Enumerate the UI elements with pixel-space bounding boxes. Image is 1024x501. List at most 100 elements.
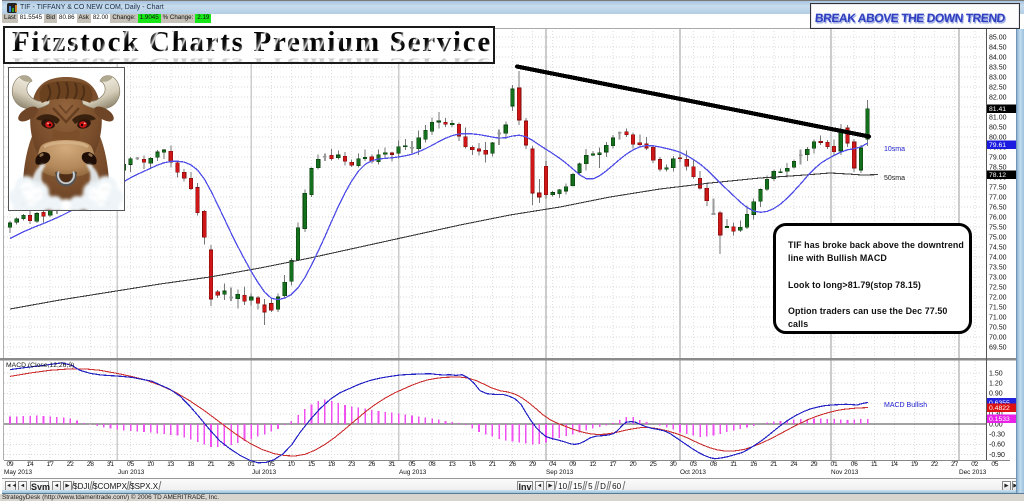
svg-text:04: 04 — [549, 461, 557, 468]
svg-text:31: 31 — [388, 461, 396, 468]
svg-text:0.90: 0.90 — [989, 391, 1003, 398]
svg-text:70.00: 70.00 — [989, 334, 1007, 341]
svg-text:20: 20 — [630, 461, 638, 468]
svg-text:17: 17 — [47, 461, 55, 468]
svg-text:26: 26 — [509, 461, 517, 468]
svg-text:21: 21 — [770, 461, 778, 468]
svg-text:0.1533: 0.1533 — [989, 416, 1010, 423]
svg-text:13: 13 — [167, 461, 175, 468]
svg-text:84.00: 84.00 — [989, 54, 1007, 61]
svg-text:10: 10 — [288, 461, 296, 468]
svg-text:18: 18 — [187, 461, 195, 468]
svg-text:Jun 2013: Jun 2013 — [118, 469, 145, 476]
svg-text:15: 15 — [308, 461, 316, 468]
svg-text:02: 02 — [971, 461, 979, 468]
svg-text:83.00: 83.00 — [989, 74, 1007, 81]
svg-text:0.00: 0.00 — [989, 421, 1003, 428]
svg-text:-0.30: -0.30 — [989, 432, 1005, 439]
svg-text:71.50: 71.50 — [989, 304, 1007, 311]
svg-text:Oct 2013: Oct 2013 — [680, 469, 706, 476]
svg-text:01: 01 — [831, 461, 839, 468]
svg-text:19: 19 — [911, 461, 919, 468]
svg-text:09: 09 — [6, 461, 14, 468]
svg-text:24: 24 — [790, 461, 798, 468]
svg-text:Aug 2013: Aug 2013 — [399, 469, 427, 476]
svg-text:10sma: 10sma — [884, 146, 905, 153]
svg-text:79.61: 79.61 — [989, 142, 1006, 149]
svg-text:80.50: 80.50 — [989, 124, 1007, 131]
svg-text:-0.90: -0.90 — [989, 452, 1005, 459]
svg-text:76.50: 76.50 — [989, 204, 1007, 211]
svg-text:75.00: 75.00 — [989, 234, 1007, 241]
svg-text:79.00: 79.00 — [989, 154, 1007, 161]
svg-text:29: 29 — [529, 461, 537, 468]
svg-text:26: 26 — [228, 461, 236, 468]
svg-text:21: 21 — [207, 461, 215, 468]
svg-text:10: 10 — [147, 461, 155, 468]
svg-text:05: 05 — [991, 461, 999, 468]
svg-text:27: 27 — [951, 461, 959, 468]
svg-text:12: 12 — [589, 461, 597, 468]
svg-text:70.50: 70.50 — [989, 324, 1007, 331]
svg-text:77.00: 77.00 — [989, 194, 1007, 201]
svg-text:76.00: 76.00 — [989, 214, 1007, 221]
svg-text:21: 21 — [489, 461, 497, 468]
svg-text:73.50: 73.50 — [989, 264, 1007, 271]
svg-text:17: 17 — [609, 461, 617, 468]
svg-text:26: 26 — [368, 461, 376, 468]
svg-text:77.50: 77.50 — [989, 184, 1007, 191]
svg-text:71.00: 71.00 — [989, 314, 1007, 321]
svg-text:-0.60: -0.60 — [989, 442, 1005, 449]
svg-text:06: 06 — [851, 461, 859, 468]
svg-text:81.00: 81.00 — [989, 114, 1007, 121]
svg-text:14: 14 — [27, 461, 35, 468]
svg-text:14: 14 — [891, 461, 899, 468]
svg-text:72.00: 72.00 — [989, 294, 1007, 301]
svg-text:74.50: 74.50 — [989, 244, 1007, 251]
svg-text:Nov 2013: Nov 2013 — [831, 469, 859, 476]
svg-text:69.50: 69.50 — [989, 344, 1007, 351]
svg-text:23: 23 — [348, 461, 356, 468]
svg-text:75.50: 75.50 — [989, 224, 1007, 231]
svg-text:MACD Bullish: MACD Bullish — [884, 402, 927, 409]
svg-text:0.4822: 0.4822 — [989, 405, 1010, 412]
svg-text:72.50: 72.50 — [989, 284, 1007, 291]
svg-text:22: 22 — [67, 461, 75, 468]
svg-text:Jul 2013: Jul 2013 — [252, 469, 277, 476]
svg-text:03: 03 — [690, 461, 698, 468]
svg-text:16: 16 — [750, 461, 758, 468]
svg-text:78.12: 78.12 — [989, 172, 1006, 179]
svg-text:25: 25 — [650, 461, 658, 468]
svg-text:May 2013: May 2013 — [4, 469, 33, 476]
svg-text:MACD (Close,12,26,9): MACD (Close,12,26,9) — [6, 362, 74, 369]
svg-text:1.50: 1.50 — [989, 370, 1003, 377]
svg-text:81.41: 81.41 — [989, 106, 1006, 113]
svg-text:11: 11 — [730, 461, 737, 468]
svg-text:31: 31 — [107, 461, 115, 468]
svg-text:05: 05 — [268, 461, 276, 468]
svg-text:85.00: 85.00 — [989, 34, 1007, 41]
svg-text:78.50: 78.50 — [989, 164, 1007, 171]
svg-text:30: 30 — [670, 461, 678, 468]
svg-text:83.50: 83.50 — [989, 64, 1007, 71]
svg-text:74.00: 74.00 — [989, 254, 1007, 261]
svg-text:18: 18 — [328, 461, 336, 468]
svg-text:84.50: 84.50 — [989, 44, 1007, 51]
svg-text:08: 08 — [429, 461, 437, 468]
svg-text:01: 01 — [248, 461, 256, 468]
svg-text:08: 08 — [710, 461, 718, 468]
svg-text:16: 16 — [469, 461, 477, 468]
svg-text:1.20: 1.20 — [989, 381, 1003, 388]
svg-text:22: 22 — [931, 461, 939, 468]
svg-text:Dec 2013: Dec 2013 — [959, 469, 987, 476]
svg-text:11: 11 — [871, 461, 878, 468]
svg-text:50sma: 50sma — [884, 175, 905, 182]
svg-text:80.00: 80.00 — [989, 134, 1007, 141]
svg-text:05: 05 — [127, 461, 135, 468]
svg-text:13: 13 — [449, 461, 457, 468]
svg-text:29: 29 — [810, 461, 818, 468]
svg-text:73.00: 73.00 — [989, 274, 1007, 281]
svg-text:82.00: 82.00 — [989, 94, 1007, 101]
svg-text:Sep 2013: Sep 2013 — [546, 469, 574, 476]
svg-text:28: 28 — [87, 461, 95, 468]
